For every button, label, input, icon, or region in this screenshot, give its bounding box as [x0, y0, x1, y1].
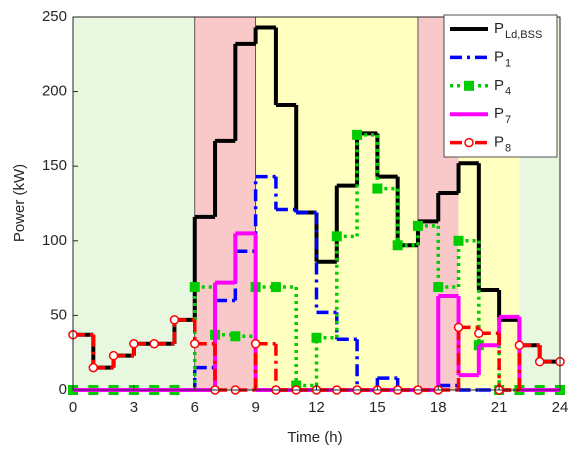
legend-label: P: [494, 77, 504, 94]
marker: [129, 338, 139, 349]
marker: [372, 183, 383, 194]
x-tick-label: 6: [191, 399, 199, 416]
y-tick-label: 100: [42, 232, 67, 249]
x-tick-label: 0: [69, 399, 77, 416]
legend-label-sub: Ld,BSS: [505, 29, 542, 41]
marker: [250, 338, 261, 349]
marker: [88, 362, 99, 373]
x-tick-label: 18: [430, 399, 447, 416]
legend-label: P: [494, 20, 504, 37]
legend-label-sub: 7: [505, 114, 511, 126]
legend-label: P: [494, 48, 504, 65]
marker: [392, 240, 403, 251]
legend-label-sub: 1: [505, 57, 511, 69]
legend-box: [443, 14, 558, 158]
legend-label: P: [494, 134, 504, 151]
x-axis-label: Time (h): [287, 429, 342, 446]
marker: [189, 282, 200, 293]
y-tick-label: 150: [42, 157, 67, 174]
y-tick-label: 0: [59, 381, 67, 398]
x-tick-label: 9: [251, 399, 259, 416]
marker: [412, 220, 423, 231]
legend-label: P: [494, 105, 504, 122]
x-tick-label: 21: [491, 399, 508, 416]
y-axis-label: Power (kW): [11, 164, 28, 242]
y-tick-label: 200: [42, 83, 67, 100]
marker: [270, 282, 281, 293]
legend-marker: [464, 137, 474, 148]
region: [194, 17, 256, 390]
y-tick-label: 250: [42, 8, 67, 25]
legend-marker: [464, 80, 474, 91]
marker: [474, 328, 484, 339]
x-tick-label: 12: [308, 399, 325, 416]
marker: [190, 338, 200, 349]
marker: [453, 235, 464, 246]
y-tick-label: 50: [50, 306, 67, 323]
marker: [433, 282, 444, 293]
legend-label-sub: 8: [505, 143, 511, 155]
marker: [453, 322, 464, 333]
x-tick-label: 24: [552, 399, 569, 416]
marker: [149, 338, 159, 349]
marker: [169, 315, 180, 325]
x-tick-label: 15: [369, 399, 386, 416]
marker: [352, 129, 363, 140]
marker: [230, 331, 241, 342]
x-tick-label: 3: [130, 399, 138, 416]
marker: [108, 350, 119, 361]
marker: [311, 332, 322, 343]
legend-label-sub: 4: [505, 86, 511, 98]
marker: [534, 356, 545, 367]
marker: [331, 231, 342, 242]
marker: [514, 340, 525, 350]
